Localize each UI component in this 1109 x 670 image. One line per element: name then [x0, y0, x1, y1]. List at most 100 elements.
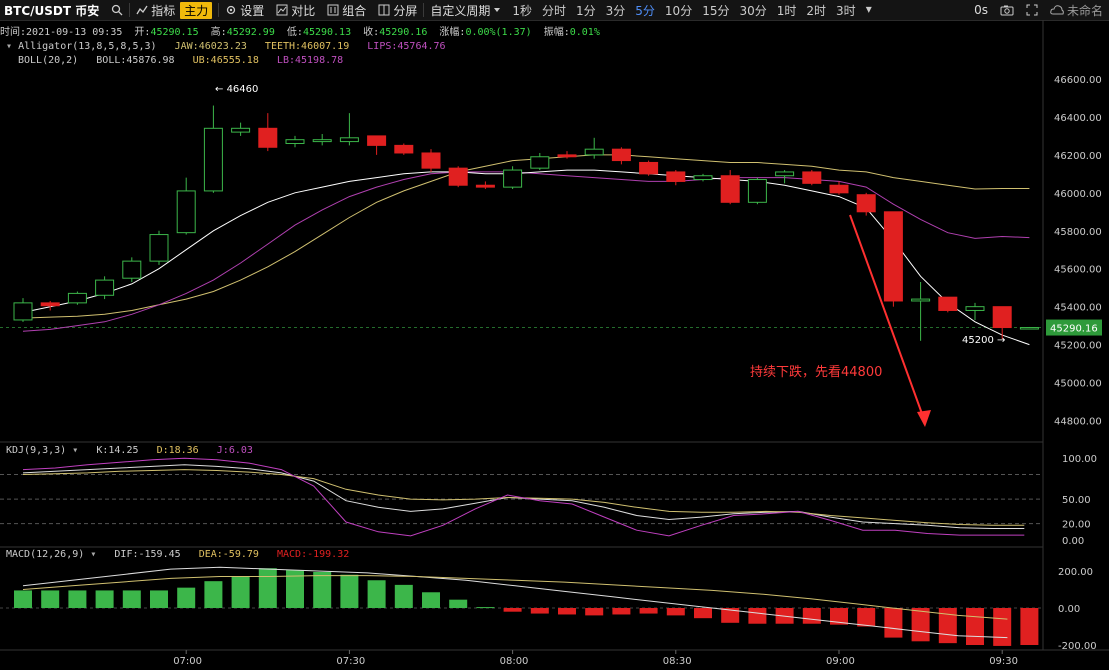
macd-bar [911, 608, 930, 642]
price-tick-label: 46400.00 [1054, 113, 1102, 124]
candle-body [339, 137, 359, 143]
split-screen-icon [378, 4, 390, 16]
period-10[interactable]: 3时 [836, 3, 856, 18]
time-tick-label: 07:00 [173, 656, 202, 667]
time-tick-label: 08:00 [500, 656, 529, 667]
boll-legend[interactable]: BOLL(20,2) BOLL:45876.98 UB:46555.18 LB:… [18, 55, 343, 66]
period-7[interactable]: 30分 [739, 3, 767, 18]
compare-label: 对比 [291, 3, 316, 18]
indicator-icon [136, 5, 148, 15]
time-tick-label: 09:00 [826, 656, 855, 667]
period-list: 1秒 分时 1分 3分 5分 10分 15分 30分 1时 2时 3时 ▾ [507, 2, 876, 19]
more-periods-button[interactable]: ▾ [865, 1, 872, 16]
period-9[interactable]: 2时 [806, 3, 827, 18]
macd-dif-value: DIF:-159.45 [114, 549, 181, 560]
period-3[interactable]: 3分 [605, 3, 626, 18]
custom-period-button[interactable]: 自定义周期 [424, 0, 507, 20]
period-0[interactable]: 1秒 [512, 3, 532, 18]
change-value: 0.00%(1.37) [465, 27, 532, 38]
symbol-selector[interactable]: BTC/USDT 币安 [0, 0, 105, 20]
indicator-lines [22, 154, 1030, 346]
macd-tick-label: 200.00 [1058, 567, 1093, 578]
trend-arrow-head [917, 410, 931, 427]
macd-bar [422, 592, 440, 608]
period-8[interactable]: 1时 [776, 3, 797, 18]
period-4[interactable]: 5分 [635, 3, 655, 18]
fullscreen-button[interactable] [1020, 0, 1044, 20]
combo-button[interactable]: 组合 [321, 0, 372, 20]
macd-bar [694, 608, 712, 619]
candle-body [530, 156, 550, 169]
main-indicator-badge[interactable]: 主力 [180, 1, 213, 19]
macd-bar [558, 608, 576, 615]
compare-button[interactable]: 对比 [270, 0, 321, 20]
split-screen-label: 分屏 [393, 3, 418, 18]
candle-body [666, 171, 686, 182]
kdj-legend[interactable]: KDJ(9,3,3) ▾ K:14.25 D:18.36 J:6.03 [6, 445, 253, 456]
candle-body [911, 298, 931, 302]
alligator-legend[interactable]: ▾ Alligator(13,8,5,8,5,3) JAW:46023.23 T… [6, 41, 446, 52]
kdj-tick-label: 20.00 [1062, 520, 1091, 531]
screenshot-button[interactable] [994, 0, 1020, 20]
macd-bar [95, 590, 114, 608]
macd-bar [1020, 608, 1039, 645]
macd-bar [150, 590, 168, 608]
current-price-tag [1046, 319, 1102, 336]
candles [13, 105, 1039, 341]
kdj-lines [22, 457, 1025, 537]
layout-name-button[interactable]: 未命名 [1044, 0, 1109, 20]
chart-grid [0, 20, 1109, 651]
candle-body [829, 184, 849, 194]
kdj-tick-label: 100.00 [1062, 454, 1097, 465]
candle-body [475, 184, 495, 188]
macd-bar [993, 608, 1012, 646]
period-1[interactable]: 分时 [541, 3, 566, 18]
macd-bar [966, 608, 984, 645]
candle-body [149, 234, 169, 262]
camera-icon [1000, 5, 1014, 16]
toolbar-right: 0s 未命名 [968, 0, 1109, 20]
open-label: 开: [134, 27, 151, 38]
alligator-teeth-value: TEETH:46007.19 [264, 41, 350, 52]
macd-bar [313, 571, 332, 608]
macd-legend[interactable]: MACD(12,26,9) ▾ DIF:-159.45 DEA:-59.79 M… [6, 549, 350, 560]
search-button[interactable] [105, 0, 129, 20]
low-value: 45290.13 [302, 27, 352, 38]
amplitude-label: 振幅: [543, 27, 570, 38]
toolbar-divider [218, 3, 220, 17]
boll-name: BOLL(20,2) [18, 55, 79, 66]
chart-canvas[interactable]: 46600.00 46400.00 46200.00 46000.00 45800.00… [0, 20, 1109, 670]
macd-bar [503, 608, 522, 612]
macd-bar [612, 608, 631, 615]
macd-bar [231, 576, 250, 608]
price-tick-label: 45800.00 [1054, 227, 1102, 238]
macd-bar [177, 587, 196, 608]
candle-body [258, 127, 278, 148]
candle-body [639, 161, 659, 175]
period-6[interactable]: 15分 [702, 3, 730, 18]
macd-bar [41, 590, 60, 608]
macd-panel [14, 566, 1039, 646]
indicators-button[interactable]: 指标 主力 [130, 0, 218, 20]
settings-button[interactable]: 设置 [219, 0, 270, 20]
macd-bar [68, 590, 87, 608]
price-tick-label: 44800.00 [1054, 417, 1102, 428]
kdj-name: KDJ(9,3,3) [6, 445, 67, 456]
period-2[interactable]: 1分 [576, 3, 596, 18]
annotations: ← 46460 45200 → 持续下跌，先看44800 [215, 84, 1005, 427]
price-tick-label: 45000.00 [1054, 379, 1102, 390]
macd-dea-line [22, 575, 1008, 620]
macd-bar [530, 608, 549, 614]
kdj-j-line [22, 457, 1025, 537]
candle-body [285, 139, 305, 144]
kdj-j-value: J:6.03 [216, 445, 253, 456]
candle-body [203, 127, 223, 192]
low-marker: 45200 → [962, 335, 1005, 346]
macd-bar [14, 590, 32, 608]
close-value: 45290.16 [379, 27, 428, 38]
split-screen-button[interactable]: 分屏 [372, 0, 423, 20]
macd-bar [204, 581, 223, 608]
macd-bar [721, 608, 740, 623]
series-jaw-line [22, 154, 1030, 319]
period-5[interactable]: 10分 [664, 3, 693, 18]
